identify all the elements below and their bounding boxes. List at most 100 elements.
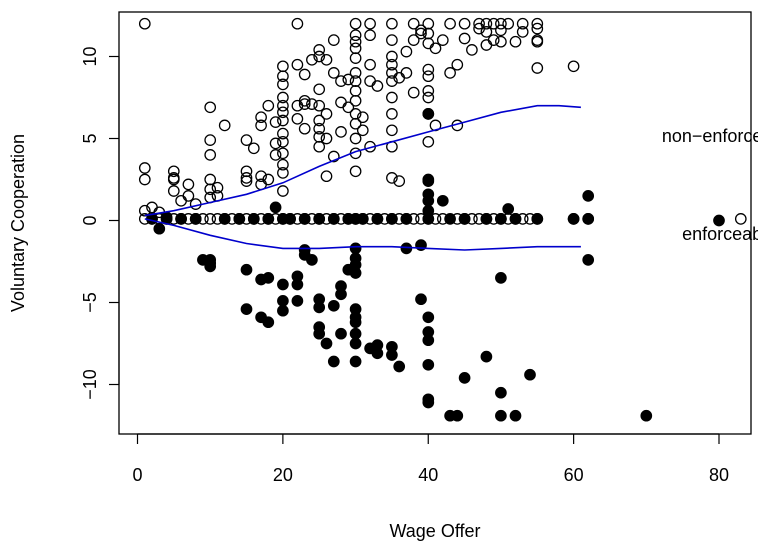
open-point bbox=[422, 17, 435, 30]
filled-point bbox=[269, 201, 282, 214]
filled-point bbox=[284, 213, 296, 225]
filled-point bbox=[582, 213, 595, 225]
open-point bbox=[277, 127, 289, 140]
open-point bbox=[167, 173, 180, 186]
filled-point bbox=[349, 242, 362, 255]
open-point bbox=[291, 112, 304, 125]
open-point bbox=[327, 150, 340, 163]
open-point bbox=[734, 213, 747, 225]
open-point bbox=[327, 34, 340, 46]
filled-point bbox=[400, 242, 413, 255]
open-point bbox=[466, 44, 478, 56]
open-point bbox=[386, 50, 398, 63]
filled-point bbox=[451, 409, 464, 422]
filled-point bbox=[349, 327, 362, 340]
open-point bbox=[422, 91, 435, 104]
open-point bbox=[335, 126, 347, 138]
open-point bbox=[255, 111, 267, 124]
filled-point bbox=[262, 213, 275, 225]
open-point bbox=[182, 178, 195, 191]
open-point bbox=[269, 149, 282, 161]
x-axis: 0 20 40 60 80 bbox=[132, 433, 729, 485]
open-point bbox=[306, 53, 318, 66]
open-point bbox=[313, 83, 326, 96]
open-point bbox=[364, 17, 376, 30]
open-point bbox=[313, 99, 326, 112]
filled-point bbox=[567, 213, 580, 225]
filled-point bbox=[175, 213, 187, 225]
open-point bbox=[386, 172, 398, 184]
filled-point bbox=[218, 213, 231, 225]
annotations: non−enforceable contracts enforceable con… bbox=[662, 126, 758, 244]
open-point bbox=[298, 94, 311, 107]
open-point bbox=[386, 17, 398, 30]
filled-point bbox=[415, 293, 427, 306]
y-axis-label: Voluntary Cooperation bbox=[8, 134, 28, 312]
filled-point bbox=[458, 372, 471, 384]
filled-point bbox=[509, 409, 522, 422]
open-point bbox=[298, 68, 311, 81]
open-point bbox=[167, 185, 180, 197]
open-point bbox=[167, 165, 180, 178]
filled-point bbox=[480, 350, 493, 363]
filled-point bbox=[444, 213, 456, 225]
open-point bbox=[313, 50, 326, 63]
open-point bbox=[342, 73, 355, 86]
open-point bbox=[444, 67, 456, 79]
open-point bbox=[320, 53, 333, 66]
open-point bbox=[277, 135, 289, 148]
filled-point bbox=[386, 349, 398, 361]
open-point bbox=[138, 204, 151, 217]
filled-point bbox=[502, 203, 515, 215]
filled-point bbox=[262, 272, 275, 284]
y-tick-label: 10 bbox=[80, 46, 100, 66]
x-axis-label: Wage Offer bbox=[389, 521, 480, 541]
filled-point bbox=[422, 194, 435, 207]
open-point bbox=[349, 165, 362, 178]
open-point bbox=[313, 122, 326, 135]
open-point bbox=[371, 80, 384, 92]
open-point bbox=[516, 17, 529, 30]
open-point bbox=[531, 35, 544, 48]
open-point bbox=[291, 17, 304, 30]
open-point bbox=[269, 137, 282, 150]
data-points bbox=[138, 17, 747, 422]
open-point bbox=[487, 34, 500, 46]
open-point bbox=[444, 17, 456, 30]
filled-point bbox=[480, 213, 493, 225]
open-point bbox=[422, 135, 435, 148]
open-point bbox=[277, 158, 289, 171]
open-point bbox=[175, 194, 187, 207]
open-point bbox=[298, 122, 311, 135]
filled-point bbox=[371, 213, 384, 225]
open-point bbox=[349, 42, 362, 55]
open-point bbox=[531, 22, 544, 35]
filled-point bbox=[298, 213, 311, 225]
x-tick-label: 60 bbox=[564, 465, 584, 485]
open-point bbox=[255, 119, 267, 132]
annotation-label: enforceable contracts bbox=[682, 224, 758, 244]
filled-point bbox=[247, 213, 260, 225]
open-point bbox=[356, 111, 369, 124]
filled-point bbox=[640, 409, 653, 422]
open-point bbox=[422, 70, 435, 83]
open-point bbox=[495, 17, 507, 30]
filled-point bbox=[422, 396, 435, 409]
filled-point bbox=[153, 222, 166, 235]
filled-point bbox=[327, 355, 340, 368]
open-point bbox=[473, 17, 485, 30]
open-point bbox=[349, 117, 362, 130]
open-point bbox=[349, 94, 362, 107]
open-point bbox=[269, 116, 282, 128]
open-point bbox=[247, 142, 260, 155]
filled-point bbox=[400, 213, 413, 225]
open-point bbox=[138, 17, 151, 30]
y-tick-label: 0 bbox=[80, 215, 100, 225]
x-tick-label: 0 bbox=[132, 465, 142, 485]
open-point bbox=[204, 213, 217, 225]
open-point bbox=[255, 170, 267, 183]
open-point bbox=[480, 17, 493, 30]
open-point bbox=[349, 35, 362, 48]
open-point bbox=[211, 181, 224, 194]
open-point bbox=[415, 27, 427, 40]
